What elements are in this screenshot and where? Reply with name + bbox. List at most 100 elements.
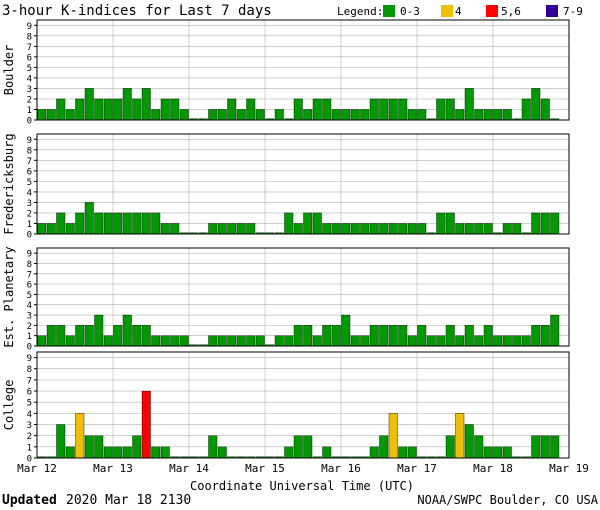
- kp-bar: [75, 212, 85, 235]
- kp-bar: [540, 435, 550, 459]
- y-tick-label: 9: [27, 354, 32, 364]
- kp-bar: [56, 98, 66, 121]
- y-tick-label: 1: [27, 332, 32, 342]
- kp-bar: [151, 446, 161, 459]
- y-tick-label: 0: [27, 117, 32, 127]
- y-tick-label: 0: [27, 455, 32, 465]
- kp-bar: [502, 446, 512, 459]
- kp-bar: [217, 335, 227, 347]
- y-tick-label: 8: [27, 260, 32, 270]
- kp-bar: [274, 335, 284, 347]
- kp-bar: [483, 446, 493, 459]
- kp-bar: [255, 109, 265, 121]
- kp-bar: [160, 223, 170, 235]
- kp-bar: [122, 88, 132, 121]
- x-tick-label: Mar 13: [93, 462, 133, 475]
- kp-bar: [293, 435, 303, 459]
- kp-bar: [84, 202, 94, 235]
- panel-frame: [36, 351, 570, 459]
- kp-bar: [312, 98, 322, 121]
- kp-bar: [141, 212, 151, 235]
- kp-bar: [208, 335, 218, 347]
- kp-bar: [455, 223, 465, 235]
- kp-bar: [341, 223, 351, 235]
- kp-bar: [75, 325, 85, 347]
- kp-bar: [122, 212, 132, 235]
- kp-bar: [217, 446, 227, 459]
- y-tick-label: 2: [27, 432, 32, 442]
- y-tick-label: 3: [27, 85, 32, 95]
- y-tick-label: 4: [27, 74, 32, 84]
- kp-bar: [493, 335, 503, 347]
- kp-bar: [293, 223, 303, 235]
- kp-bar: [75, 98, 85, 121]
- kp-bar: [417, 325, 427, 347]
- kp-bar: [65, 446, 75, 459]
- y-tick-label: 2: [27, 322, 32, 332]
- kp-bar: [407, 109, 417, 121]
- y-tick-label: 7: [27, 376, 32, 386]
- kp-bar: [379, 223, 389, 235]
- y-tick-label: 5: [27, 64, 32, 74]
- kp-bar: [312, 212, 322, 235]
- kp-bar: [293, 325, 303, 347]
- kp-bar: [141, 88, 151, 121]
- legend-label: Legend:: [337, 5, 383, 18]
- kp-bar: [531, 88, 541, 121]
- kp-bar: [521, 335, 531, 347]
- kp-bar: [113, 446, 123, 459]
- kp-bar: [521, 98, 531, 121]
- kp-bar: [65, 335, 75, 347]
- x-tick-label: Mar 12: [17, 462, 57, 475]
- kp-bar: [236, 109, 246, 121]
- y-tick-label: 7: [27, 270, 32, 280]
- y-tick-label: 4: [27, 301, 32, 311]
- kp-bar: [274, 109, 284, 121]
- kp-bar: [293, 98, 303, 121]
- kp-bar: [227, 223, 237, 235]
- kp-bar: [474, 335, 484, 347]
- kp-bar: [540, 98, 550, 121]
- kp-bar: [56, 325, 66, 347]
- kp-bar: [417, 223, 427, 235]
- kp-bar: [94, 435, 104, 459]
- kp-bar: [217, 223, 227, 235]
- kp-bar: [160, 446, 170, 459]
- kp-bar: [331, 223, 341, 235]
- kp-bar: [103, 212, 113, 235]
- kp-bar: [483, 223, 493, 235]
- legend-item-label-1: 0-3: [400, 5, 420, 18]
- panel-frame: [36, 19, 570, 121]
- kp-bar: [512, 223, 522, 235]
- y-tick-label: 1: [27, 443, 32, 453]
- y-tick-label: 7: [27, 157, 32, 167]
- kp-bar: [303, 435, 313, 459]
- legend-item-label-2: 4: [455, 5, 462, 18]
- y-tick-label: 8: [27, 365, 32, 375]
- y-tick-label: 2: [27, 95, 32, 105]
- kp-bar: [369, 446, 379, 459]
- kp-bar: [493, 446, 503, 459]
- kp-bar: [103, 335, 113, 347]
- kp-bar: [502, 109, 512, 121]
- kp-bar: [322, 325, 332, 347]
- credit-text: NOAA/SWPC Boulder, CO USA: [417, 493, 598, 507]
- kp-bar: [284, 446, 294, 459]
- kp-bar: [208, 223, 218, 235]
- kp-bar: [236, 223, 246, 235]
- kp-bar: [113, 325, 123, 347]
- kp-bar: [141, 390, 151, 459]
- kp-bar: [170, 223, 180, 235]
- kp-bar: [483, 325, 493, 347]
- panel-ylabel: Fredericksburg: [2, 133, 16, 234]
- kp-bar: [132, 435, 142, 459]
- y-tick-label: 9: [27, 22, 32, 32]
- y-tick-label: 4: [27, 410, 32, 420]
- kp-bar: [141, 325, 151, 347]
- kp-bar: [179, 335, 189, 347]
- kp-bar: [398, 446, 408, 459]
- kp-bar: [360, 335, 370, 347]
- kp-bar: [512, 335, 522, 347]
